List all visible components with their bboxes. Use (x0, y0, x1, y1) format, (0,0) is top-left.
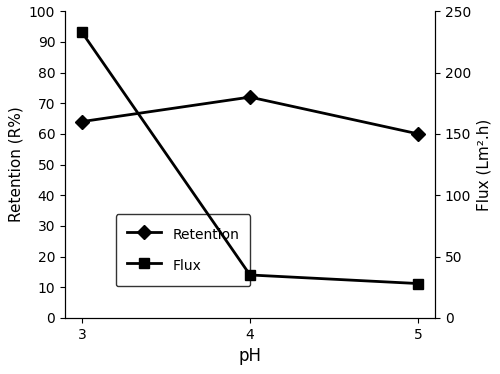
Y-axis label: Flux (Lm².h): Flux (Lm².h) (476, 119, 492, 211)
Retention (247, 95, 253, 99)
Y-axis label: Retention (R%): Retention (R%) (8, 107, 24, 223)
Line: Retention: Retention (77, 92, 423, 139)
Retention (415, 132, 421, 136)
Flux (415, 281, 421, 286)
X-axis label: pH: pH (238, 347, 262, 365)
Retention (79, 119, 85, 124)
Legend: Retention, Flux: Retention, Flux (116, 214, 250, 286)
Line: Flux: Flux (77, 27, 423, 288)
Flux (79, 30, 85, 34)
Flux (247, 273, 253, 277)
